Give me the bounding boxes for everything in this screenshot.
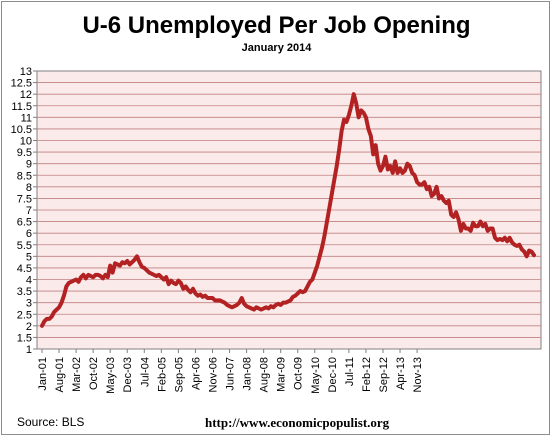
x-tick-label: Aug-08 [259,357,271,392]
x-tick-label: Oct-09 [293,357,305,390]
x-tick-label: Sep-12 [378,357,390,392]
y-tick-label: 5.5 [17,240,32,252]
y-tick-label: 12 [20,89,32,101]
series-line [40,92,536,328]
x-tick-label: Jun-07 [225,357,237,391]
y-tick-label: 8 [26,182,32,194]
y-tick-label: 13 [20,66,32,78]
y-tick-label: 4 [26,275,32,287]
y-tick-label: 7 [26,205,32,217]
y-tick-label: 2.5 [17,309,32,321]
y-tick-label: 6 [26,228,32,240]
y-tick-label: 3.5 [17,286,32,298]
y-tick-label: 9 [26,159,32,171]
y-tick-label: 9.5 [17,147,32,159]
gridlines [37,82,541,338]
x-tick-label: Jan-08 [242,357,254,391]
y-tick-label: 11.5 [11,101,32,113]
x-axis-ticks: Jan-01 Aug-01 Mar-02 Oct-02 May-03 Dec-03 Jul-… [37,349,424,394]
x-tick-label: May-03 [105,357,117,394]
source-url: http://www.economicpopulist.org [205,415,390,430]
x-tick-label: May-10 [310,357,322,394]
y-tick-label: 5 [26,251,32,263]
x-tick-label: Jul-11 [344,357,356,386]
x-tick-label: Apr-13 [395,357,407,390]
x-tick-label: Feb-05 [156,357,168,392]
x-tick-label: Sep-05 [173,357,185,392]
y-tick-label: 10.5 [11,124,32,136]
y-tick-label: 2 [26,321,32,333]
x-tick-label: Dec-03 [122,357,134,392]
x-tick-label: Nov-06 [207,357,219,392]
x-tick-label: Aug-01 [54,357,66,392]
x-tick-label: Jul-04 [139,357,151,387]
y-tick-label: 8.5 [17,170,32,182]
y-tick-label: 3 [26,298,32,310]
y-tick-label: 12.5 [11,78,32,90]
y-tick-label: 7.5 [17,193,32,205]
chart-title: U-6 Unemployed Per Job Opening [82,12,471,39]
x-tick-label: Apr-06 [190,357,202,390]
y-tick-label: 10 [20,136,32,148]
y-tick-label: 11 [21,112,32,124]
y-axis-ticks: 11.522.533.544.555.566.577.588.599.51010… [11,66,37,356]
x-tick-label: Mar-02 [71,357,83,392]
y-tick-label: 4.5 [17,263,32,275]
y-tick-label: 1 [26,344,32,356]
x-tick-label: Nov-13 [412,357,424,392]
source-note: Source: BLS [17,415,85,429]
y-tick-label: 1.5 [17,332,32,344]
x-tick-label: Feb-12 [361,357,373,392]
x-tick-label: Jan-01 [37,357,49,391]
x-tick-label: Dec-10 [327,357,339,392]
series-group [40,92,536,328]
x-tick-label: Mar-09 [276,357,288,392]
x-tick-label: Oct-02 [88,357,100,390]
chart-subtitle: January 2014 [241,42,312,54]
y-tick-label: 6.5 [17,217,32,229]
